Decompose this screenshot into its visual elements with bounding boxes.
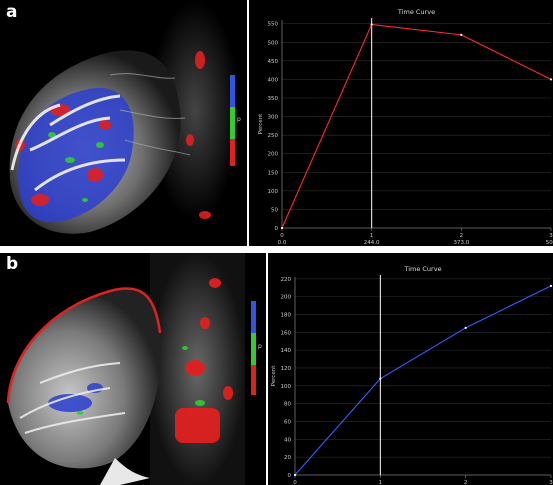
panel-letter-a: a [6,2,18,22]
colorbar-green [230,107,235,139]
x-tick-label: 2 [464,480,468,485]
y-tick-label: 100 [281,384,292,390]
colorbar-blue [251,301,256,333]
y-axis-label: Percent [258,113,264,135]
x-tick-label: 0 [293,480,297,485]
panel-letter-b: b [6,254,19,274]
y-tick-label: 20 [284,455,291,461]
y-tick-label: 250 [268,133,279,139]
data-point [549,78,553,81]
y-axis-label: Percent [271,365,277,387]
y-tick-label: 100 [268,189,279,195]
y-tick-label: 300 [268,115,279,121]
time-curve-chart-a: Time Curve 0 50 100 150 200 250 300 350 400 450 500… [249,0,553,246]
mri-image-a: a p [0,0,247,246]
time-curve-chart-b: Time Curve 0 20 40 60 80 100 120 140 160 180 200 220… [268,253,553,485]
y-tick-label: 550 [268,22,279,28]
data-point [549,284,553,288]
colorbar-green [251,333,256,365]
series-line [294,285,552,476]
y-tick-label: 200 [268,152,279,158]
colorbar-label: p [237,116,241,123]
colorbar-blue [230,75,235,107]
y-tick-label: 140 [281,348,292,354]
y-tick-label: 450 [268,59,279,65]
data-point [280,226,284,230]
y-tick-label: 50 [271,207,278,213]
x-tick-label: 0 [280,233,284,239]
y-tick-label: 40 [284,437,291,443]
series-line [281,23,552,229]
x-tick-sublabel: 0.0 [278,240,287,246]
time-curve-svg-a: Time Curve 0 50 100 150 200 250 300 350 400 450 500… [258,8,553,246]
data-point [464,326,467,329]
data-point [460,33,463,36]
y-tick-label: 120 [281,366,292,372]
y-tick-label: 0 [275,226,279,232]
colorbar-red [251,365,256,395]
x-tick-sublabel: 244.0 [364,240,380,246]
y-tick-label: 150 [268,170,279,176]
x-tick-sublabel: 501 [546,240,553,246]
time-curve-svg-b: Time Curve020406080100120140160180200220… [271,265,553,485]
y-tick-label: 200 [281,295,292,301]
x-tick-sublabel: 373.0 [453,240,469,246]
y-tick-label: 350 [268,96,279,102]
x-tick-label: 1 [370,233,374,239]
y-tick-label: 160 [281,330,292,336]
y-tick-label: 60 [284,419,291,425]
chart-title: Time Curve [397,8,435,16]
y-tick-label: 500 [268,40,279,46]
mri-image-b: b p [0,253,266,485]
mri-scan-a [0,0,247,246]
x-tick-label: 1 [379,480,383,485]
x-tick-label: 2 [460,233,464,239]
x-tick-label: 3 [549,233,553,239]
y-tick-label: 220 [281,277,292,283]
data-point [370,23,373,26]
chart-title: Time Curve [403,265,441,273]
colorbar-label: p [258,343,262,350]
colorbar-red [230,139,235,166]
data-point [293,473,297,477]
y-tick-label: 0 [288,473,292,479]
mri-scan-b [0,253,266,485]
y-tick-label: 180 [281,312,292,318]
y-tick-label: 80 [284,402,291,408]
y-tick-label: 400 [268,77,279,83]
data-point [379,377,382,380]
x-tick-label: 3 [549,480,553,485]
